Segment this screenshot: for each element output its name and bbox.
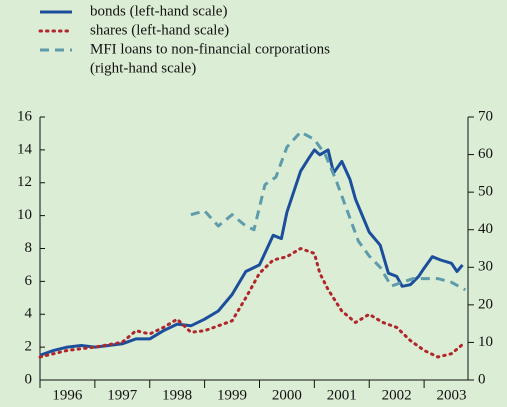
y-tick-label: 4 [25,306,33,322]
legend-label: (right-hand scale) [90,60,196,76]
y2-tick-label: 40 [478,221,493,237]
legend-label: shares (left-hand scale) [90,22,229,38]
series-line [190,130,467,292]
y2-tick-label: 10 [478,334,493,350]
y2-tick-label: 30 [478,259,493,275]
x-tick-label: 1997 [107,387,138,403]
y2-tick-label: 60 [478,146,493,162]
legend-label: bonds (left-hand scale) [90,3,227,19]
x-tick-label: 2000 [272,387,302,403]
y-tick-label: 16 [17,108,33,124]
x-tick-label: 1999 [217,387,247,403]
y-tick-label: 14 [17,141,33,157]
legend-label: MFI loans to non-financial corporations [90,41,330,57]
series-line [39,148,464,357]
x-tick-label: 1998 [162,387,192,403]
y-tick-label: 8 [25,240,33,256]
x-tick-label: 2002 [382,387,412,403]
y-tick-label: 12 [17,174,32,190]
x-tick-label: 1996 [52,387,83,403]
y-tick-label: 10 [17,207,32,223]
x-tick-label: 2003 [437,387,467,403]
y-tick-label: 6 [25,273,33,289]
x-tick-label: 2001 [327,387,357,403]
y2-tick-label: 70 [478,108,493,124]
y-tick-label: 0 [25,371,33,387]
y2-tick-label: 0 [478,371,486,387]
series-line [38,247,467,359]
y2-tick-label: 20 [478,296,493,312]
y-tick-label: 2 [25,339,33,355]
y2-tick-label: 50 [478,184,493,200]
